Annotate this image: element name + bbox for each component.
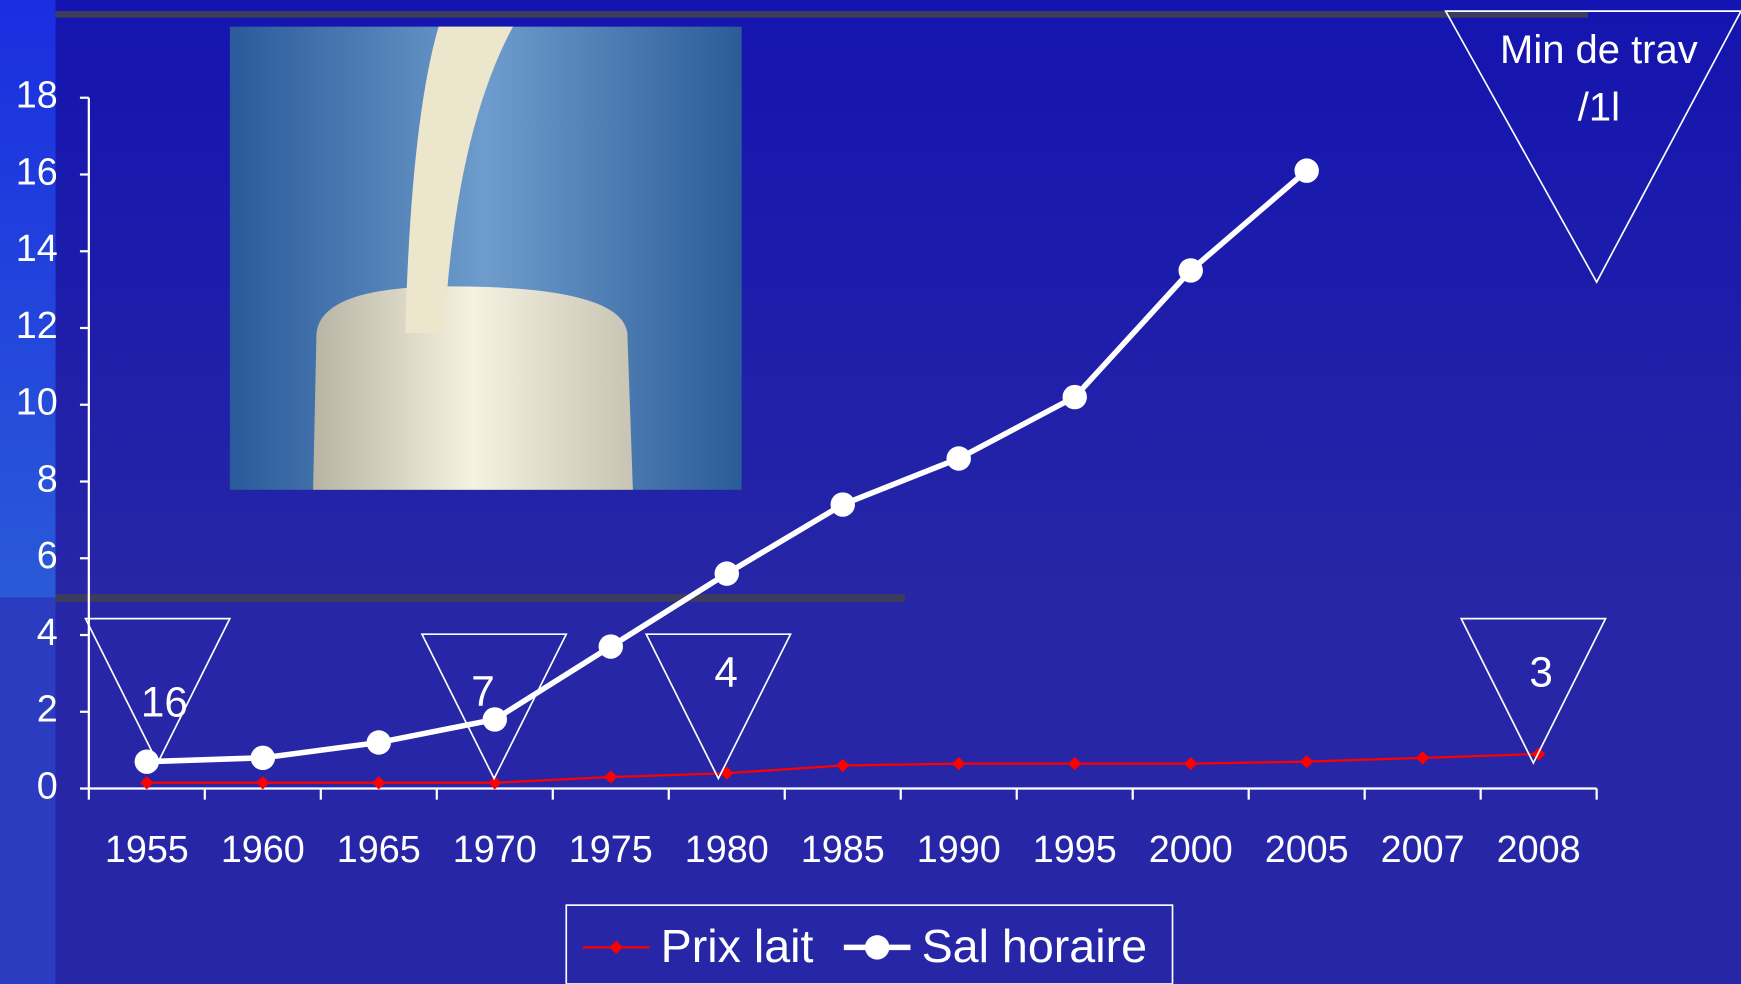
y-tick-label: 6 [37, 534, 58, 576]
note-triangle [1444, 10, 1741, 284]
divider-bar [55, 594, 905, 602]
x-tick-label: 1990 [917, 828, 1001, 870]
data-point [836, 758, 850, 773]
data-point [366, 730, 392, 755]
x-tick-label: 1975 [569, 828, 653, 870]
legend-label: Prix lait [661, 920, 814, 972]
legend-marker [609, 940, 623, 955]
x-tick-label: 1960 [221, 828, 305, 870]
callout-label: 7 [471, 667, 494, 714]
callout-triangle [1459, 617, 1607, 765]
y-tick-label: 4 [37, 611, 58, 653]
data-point [482, 707, 507, 732]
data-point [1300, 755, 1314, 769]
x-tick-label: 2000 [1149, 828, 1233, 870]
y-tick-label: 2 [37, 688, 58, 730]
left-stripe [0, 0, 56, 598]
data-point [1062, 384, 1087, 410]
x-tick-label: 1995 [1033, 828, 1117, 870]
data-point [1178, 258, 1203, 283]
x-tick-label: 2007 [1381, 828, 1465, 870]
note-text: /1l [1578, 86, 1620, 130]
legend-marker [864, 935, 890, 960]
y-tick-label: 0 [37, 764, 58, 806]
data-point [256, 776, 270, 790]
data-point [134, 749, 160, 774]
background-bottom [0, 597, 1741, 984]
x-tick-label: 1980 [685, 828, 769, 870]
data-point [1294, 158, 1319, 183]
callout-label: 3 [1529, 648, 1552, 695]
data-point [1068, 756, 1082, 771]
left-stripe [0, 597, 56, 984]
x-tick-label: 1965 [337, 828, 421, 870]
x-tick-label: 2008 [1497, 828, 1581, 870]
y-tick-label: 14 [16, 227, 58, 269]
data-point [1416, 751, 1430, 765]
callout-triangle [644, 633, 792, 781]
divider-bar [55, 11, 1588, 18]
data-point [714, 561, 739, 586]
x-tick-label: 1955 [105, 828, 189, 870]
milk-photo [229, 26, 742, 490]
data-point [598, 634, 623, 659]
callout-triangle [420, 633, 568, 781]
note-text: Min de trav [1500, 28, 1698, 72]
data-point [952, 756, 966, 771]
y-tick-label: 18 [16, 74, 58, 116]
data-point [372, 776, 386, 790]
callout-label: 4 [714, 648, 737, 695]
x-tick-label: 1985 [801, 828, 885, 870]
callout-label: 16 [141, 678, 188, 725]
x-tick-label: 1970 [453, 828, 537, 870]
y-tick-label: 12 [16, 304, 58, 346]
data-point [604, 770, 618, 784]
photo-milk [313, 286, 633, 490]
data-point [250, 745, 276, 771]
y-tick-label: 16 [16, 150, 58, 192]
data-point [140, 776, 154, 790]
x-tick-label: 2005 [1265, 828, 1349, 870]
y-tick-label: 10 [16, 381, 58, 423]
y-tick-label: 8 [37, 457, 58, 499]
legend-label: Sal horaire [922, 920, 1147, 972]
data-point [488, 776, 502, 790]
data-point [830, 492, 855, 517]
callout-triangle [84, 617, 232, 765]
data-point [946, 446, 971, 471]
photo-stream [405, 26, 513, 334]
